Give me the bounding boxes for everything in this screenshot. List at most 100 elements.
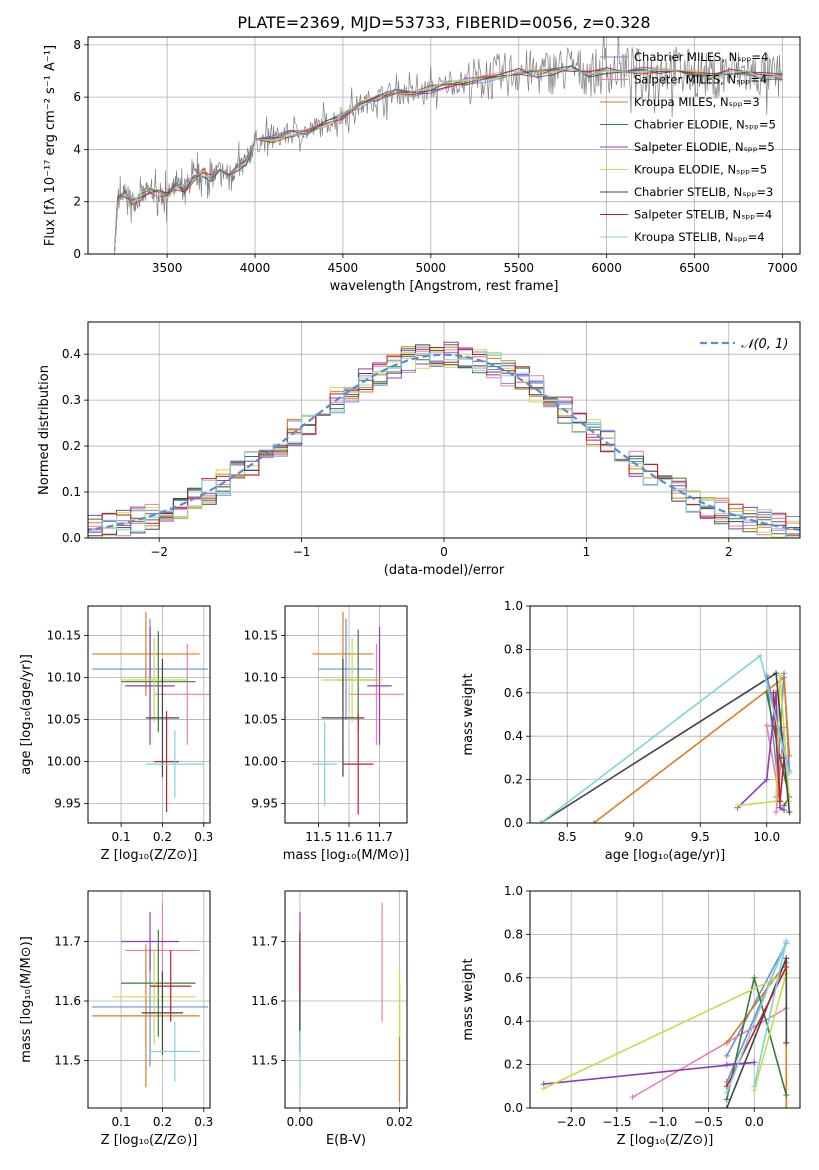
weight-point-marker (723, 1052, 730, 1059)
weight-point-marker (783, 1091, 790, 1098)
x-tick-label: 0.1 (112, 1115, 131, 1129)
y-tick-label: 0.3 (62, 393, 81, 407)
x-axis-label: wavelength [Angstrom, rest frame] (330, 279, 559, 294)
weight-point-marker (783, 1105, 790, 1108)
y-tick-label: 0.1 (62, 485, 81, 499)
x-axis-label: Z [log₁₀(Z/Z⊙)] (101, 1133, 198, 1148)
y-tick-label: 10.15 (244, 628, 278, 642)
panel-mass-vs-Z: 0.1 0.2 0.3 11.5 11.6 11.7 Z [log₁₀(Z/Z⊙)] mass… (19, 890, 213, 1148)
figure-title: PLATE=2369, MJD=53733, FIBERID=0056, z=0… (237, 13, 650, 32)
residual-legend: 𝒩(0, 1) (700, 337, 788, 352)
y-tick-label: 10.10 (47, 670, 81, 684)
y-tick-label: 0.0 (504, 816, 523, 830)
y-tick-label: 0.2 (62, 439, 81, 453)
y-tick-label: 0.6 (504, 686, 523, 700)
weight-point-marker (783, 955, 790, 962)
grid (88, 606, 210, 823)
y-tick-label: 0.8 (504, 642, 523, 656)
weight-point-marker (629, 1094, 636, 1101)
x-tick-label: 2 (725, 545, 733, 559)
model-spectrum-line (113, 65, 783, 254)
grid (88, 891, 210, 1108)
x-tick-label: 0.2 (153, 1115, 172, 1129)
legend-label: Salpeter STELIB, Nₛₚₚ=4 (634, 208, 772, 222)
x-tick-label: 10.0 (753, 830, 780, 844)
y-tick-label: 0 (73, 247, 81, 261)
y-axis-label: mass [log₁₀(M/M⊙)] (19, 936, 34, 1063)
x-tick-label: 11.6 (336, 830, 363, 844)
y-tick-label: 0.2 (504, 773, 523, 787)
y-tick-label: 11.6 (251, 994, 278, 1008)
y-axis-label: mass weight (461, 673, 476, 755)
y-tick-label: 0.6 (504, 971, 523, 985)
weight-series-line (540, 671, 791, 823)
weight-point-marker (770, 689, 777, 696)
axes-frame (529, 890, 801, 1109)
y-axis-label: age [log₁₀(age/yr)] (19, 654, 34, 775)
weight-point-marker (723, 1096, 730, 1103)
weight-series-line (737, 675, 791, 807)
weight-point-marker (786, 809, 793, 816)
axes-frame (284, 605, 408, 824)
y-tick-label: 10.00 (244, 755, 278, 769)
weight-point-marker (781, 674, 788, 681)
legend-label: Chabrier MILES, Nₛₚₚ=4 (634, 50, 768, 64)
y-tick-label: 0.0 (504, 1101, 523, 1115)
x-tick-label: 7000 (767, 261, 798, 275)
axes-frame (87, 36, 801, 255)
weight-point-marker (786, 798, 793, 805)
x-axis-label: E(B-V) (326, 1133, 366, 1148)
y-tick-label: 10.15 (47, 628, 81, 642)
weight-series-line (593, 676, 791, 823)
y-tick-label: 11.6 (54, 994, 81, 1008)
y-axis-label: Normed distribution (37, 365, 52, 495)
x-tick-label: −1.0 (648, 1115, 677, 1129)
panel-weight-vs-age: 8.5 9.0 9.5 10.0 0.0 0.2 0.4 0.6 0.8 1.0 age [log₁… (461, 599, 801, 863)
weight-point-marker (773, 809, 780, 816)
x-axis-label: age [log₁₀(age/yr)] (605, 848, 726, 863)
weight-point-marker (723, 1105, 730, 1108)
y-tick-label: 8 (73, 38, 81, 52)
weight-point-marker (786, 770, 793, 777)
weight-point-marker (757, 652, 764, 659)
x-tick-label: 6000 (591, 261, 622, 275)
legend-label: Salpeter MILES, Nₛₚₚ=4 (634, 73, 767, 87)
legend-label: Chabrier ELODIE, Nₛₚₚ=5 (634, 118, 776, 132)
x-tick-label: −2.0 (557, 1115, 586, 1129)
x-axis-label: mass [log₁₀(M/M⊙)] (283, 848, 410, 863)
x-axis-label: (data-model)/error (384, 563, 505, 578)
x-axis-label: Z [log₁₀(Z/Z⊙)] (617, 1133, 714, 1148)
x-tick-label: 0.1 (112, 830, 131, 844)
x-tick-label: 9.5 (691, 830, 710, 844)
weight-point-marker (723, 1039, 730, 1046)
weight-point-marker (783, 1039, 790, 1046)
y-tick-label: 0.0 (62, 531, 81, 545)
plot-area (92, 611, 210, 813)
gaussian-curve (88, 353, 800, 532)
x-tick-label: 0.3 (194, 1115, 213, 1129)
weight-point-marker (751, 1059, 758, 1066)
grid (285, 891, 407, 1108)
y-tick-label: 0.4 (62, 347, 81, 361)
x-tick-label: −0.5 (694, 1115, 723, 1129)
axes-frame (284, 890, 408, 1109)
y-tick-label: 6 (73, 90, 81, 104)
x-tick-label: 11.5 (305, 830, 332, 844)
x-tick-label: 11.7 (366, 830, 393, 844)
x-tick-label: 4000 (240, 261, 271, 275)
weight-point-marker (734, 802, 741, 809)
weight-point-marker (723, 1089, 730, 1096)
observed-spectrum-line (114, 37, 782, 254)
y-tick-label: 11.5 (251, 1053, 278, 1067)
axes-frame (529, 605, 801, 824)
panel-age-vs-mass: 11.5 11.6 11.7 9.95 10.00 10.05 10.10 10.15 mass… (244, 605, 410, 863)
model-spectrum-line (113, 68, 783, 254)
weight-point-marker (751, 974, 758, 981)
y-tick-label: 1.0 (504, 884, 523, 898)
spectrum-legend: Chabrier MILES, Nₛₚₚ=4 Salpeter MILES, Nₛ… (600, 50, 776, 244)
x-tick-label: 0 (440, 545, 448, 559)
weight-point-marker (783, 937, 790, 944)
y-tick-label: 0.4 (504, 729, 523, 743)
x-tick-label: 6500 (679, 261, 710, 275)
y-tick-label: 11.5 (54, 1053, 81, 1067)
